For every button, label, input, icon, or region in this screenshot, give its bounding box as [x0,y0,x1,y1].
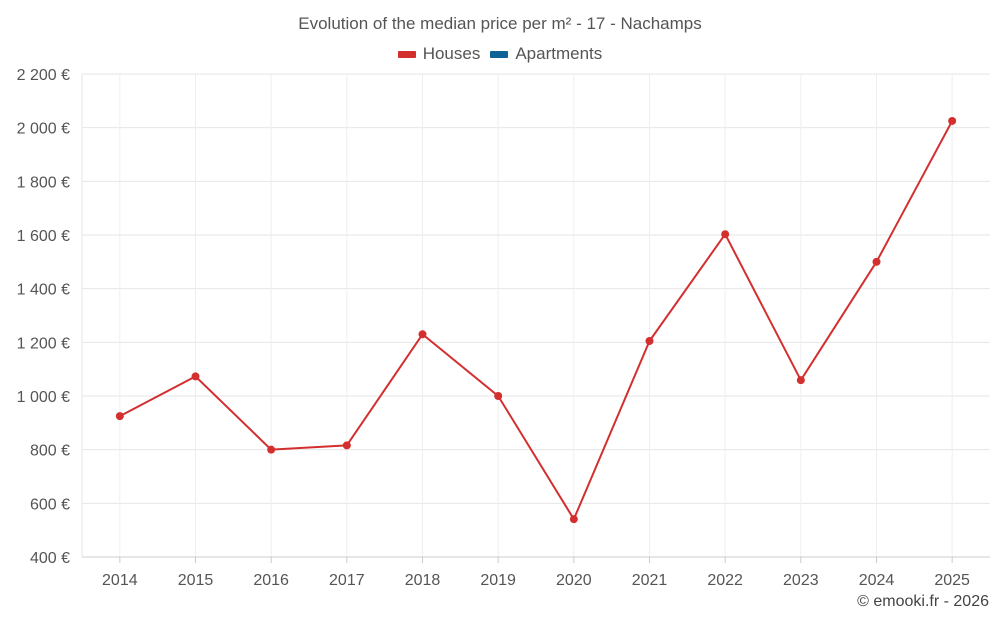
legend-swatch-houses [397,50,416,58]
y-tick-label: 1 000 € [17,389,70,406]
data-point-houses-2016 [267,445,276,454]
legend-item-apartments[interactable]: Apartments [490,44,602,64]
legend-label-apartments: Apartments [515,44,603,63]
legend-label-houses: Houses [422,44,481,63]
series-houses [115,116,957,524]
x-tick-label: 2015 [178,572,214,589]
x-tick-label: 2016 [253,572,289,589]
data-point-houses-2024 [872,257,881,266]
y-tick-label: 400 € [30,550,70,567]
data-point-houses-2022 [721,230,730,239]
y-tick-label: 800 € [30,443,70,460]
x-tick-label: 2014 [102,572,138,589]
data-point-houses-2025 [948,116,957,125]
legend-swatch-apartments [490,50,509,58]
data-point-houses-2018 [418,330,427,339]
credit-text: © emooki.fr - 2026 [857,593,989,610]
y-tick-label: 2 200 € [17,67,70,84]
x-tick-label: 2017 [329,572,365,589]
y-tick-label: 1 400 € [17,282,70,299]
y-tick-label: 1 600 € [17,228,70,245]
axes: 400 € 600 € 800 € 1 000 € 1 200 € 1 400 € 1 60… [17,67,990,589]
x-tick-label: 2019 [480,572,516,589]
x-tick-label: 2021 [632,572,668,589]
data-point-houses-2017 [342,441,351,450]
data-point-houses-2019 [494,392,503,400]
chart-title: Evolution of the median price per m² - 1… [298,14,702,33]
y-tick-label: 1 800 € [17,174,70,191]
x-tick-label: 2018 [405,572,441,589]
data-point-houses-2020 [569,515,578,524]
data-point-houses-2015 [191,372,200,381]
x-tick-label: 2020 [556,572,592,589]
y-tick-label: 1 200 € [17,335,70,352]
data-point-houses-2014 [115,412,124,421]
grid-lines [82,73,990,557]
y-tick-label: 600 € [30,496,70,513]
data-point-houses-2023 [796,376,805,385]
y-tick-label: 2 000 € [17,121,70,138]
legend-item-houses[interactable]: Houses [397,44,481,64]
x-tick-label: 2025 [934,572,970,589]
x-tick-label: 2024 [859,572,895,589]
series-line-houses [119,120,954,521]
x-tick-label: 2023 [783,572,819,589]
legend: Houses Apartments [0,44,1000,64]
data-point-houses-2021 [645,336,654,345]
x-tick-label: 2022 [707,572,743,589]
